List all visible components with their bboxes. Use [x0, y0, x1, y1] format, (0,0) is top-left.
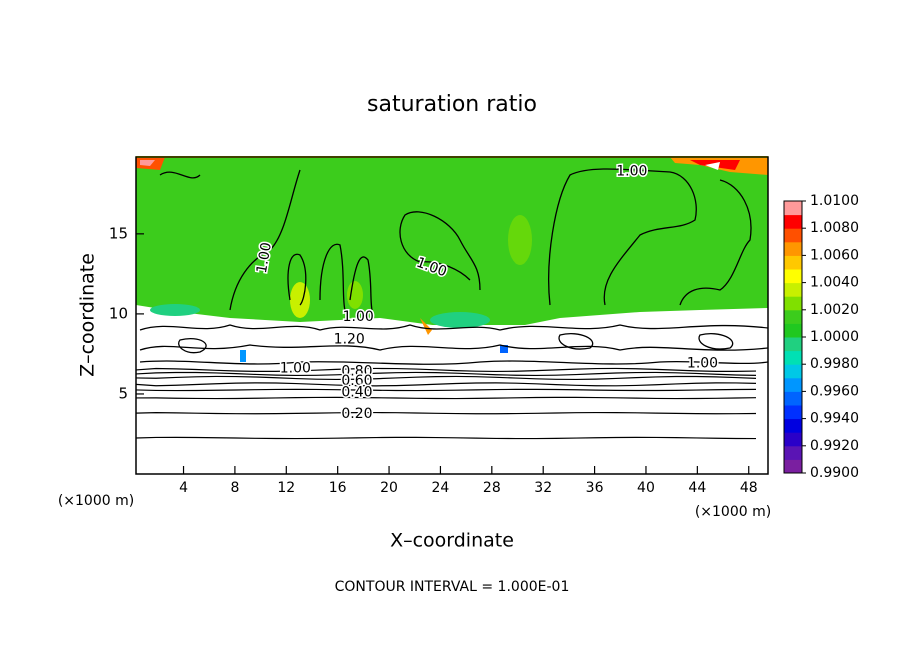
- colorbar-tick-label: 0.9900: [810, 465, 859, 481]
- contour-decor: [139, 168, 769, 365]
- y-tick-label: 10: [109, 304, 128, 322]
- colorbar-swatch: [784, 459, 802, 474]
- y-unit: (×1000 m): [58, 493, 134, 509]
- contour-label: 0.20: [341, 406, 372, 422]
- plot-frame: [135, 156, 769, 475]
- colorbar-swatch: [784, 241, 802, 256]
- contour-label: 0.60: [341, 373, 372, 389]
- x-tick-label: 40: [637, 480, 655, 496]
- field: [136, 156, 768, 474]
- y-tick-label: 5: [118, 384, 128, 402]
- colorbar-swatch: [784, 445, 802, 460]
- contour-line: [135, 396, 757, 400]
- colorbar-tick-label: 1.0000: [810, 329, 859, 345]
- colorbar-swatch: [784, 391, 802, 406]
- x-tick-label: 36: [586, 480, 604, 496]
- colorbar-swatch: [784, 418, 802, 433]
- colorbar-swatch: [784, 337, 802, 352]
- contour-label: 1.00: [280, 360, 311, 376]
- x-unit: (×1000 m): [695, 504, 771, 520]
- y-axis-label: Z–coordinate: [77, 253, 99, 377]
- x-tick-label: 4: [179, 480, 188, 496]
- colorbar-tick-label: 0.9920: [810, 438, 859, 454]
- chart-title: saturation ratio: [367, 92, 537, 117]
- colorbar-swatch: [784, 432, 802, 447]
- contour-label: 1.00: [616, 163, 647, 179]
- colorbar-swatch: [784, 214, 802, 229]
- colorbar-swatch: [784, 364, 802, 379]
- colorbar-tick-label: 1.0100: [810, 193, 859, 209]
- colorbar-tick-label: 0.9960: [810, 383, 859, 399]
- colorbar-tick-label: 0.9940: [810, 411, 859, 427]
- x-tick-label: 44: [688, 480, 706, 496]
- colorbar-swatch: [784, 282, 802, 297]
- contour-line: [135, 367, 757, 373]
- x-tick-label: 48: [740, 480, 758, 496]
- colorbar-swatch: [784, 269, 802, 284]
- colorbar-tick-label: 0.9980: [810, 356, 859, 372]
- contour-line: [135, 436, 757, 440]
- x-tick-label: 8: [230, 480, 239, 496]
- contour-line: [135, 388, 757, 392]
- colorbar-swatch: [784, 255, 802, 270]
- contour-label: 1.20: [334, 332, 365, 348]
- colorbar-tick-label: 1.0020: [810, 302, 859, 318]
- x-tick-label: 28: [483, 480, 501, 496]
- x-tick-label: 32: [534, 480, 552, 496]
- contour-line: [135, 382, 757, 387]
- annotation: CONTOUR INTERVAL = 1.000E-01: [335, 579, 570, 595]
- contour-label: 0.40: [341, 384, 372, 400]
- contour-line: [135, 371, 757, 377]
- colorbar-swatch: [784, 323, 802, 338]
- colorbar-swatch: [784, 296, 802, 311]
- x-tick-label: 12: [277, 480, 295, 496]
- x-tick-label: 20: [380, 480, 398, 496]
- x-tick-label: 24: [432, 480, 450, 496]
- colorbar-swatch: [784, 201, 802, 216]
- colorbar-swatch: [784, 228, 802, 243]
- contour-line: [135, 375, 757, 381]
- y-tick-label: 15: [109, 224, 128, 242]
- colorbar-tick-label: 1.0080: [810, 220, 859, 236]
- contour-label: 1.00: [687, 356, 718, 372]
- colorbar-tick-label: 1.0060: [810, 247, 859, 263]
- x-tick-label: 16: [329, 480, 347, 496]
- colorbar-swatch: [784, 405, 802, 420]
- colorbar-swatch: [784, 350, 802, 365]
- colorbar-swatch: [784, 309, 802, 324]
- colorbar-tick-label: 1.0040: [810, 275, 859, 291]
- contour-line: [135, 411, 757, 415]
- colorbar-swatch: [784, 377, 802, 392]
- contour-label: 0.80: [341, 364, 372, 380]
- contour-label: 1.00: [343, 309, 374, 325]
- x-axis-label: X–coordinate: [390, 530, 514, 552]
